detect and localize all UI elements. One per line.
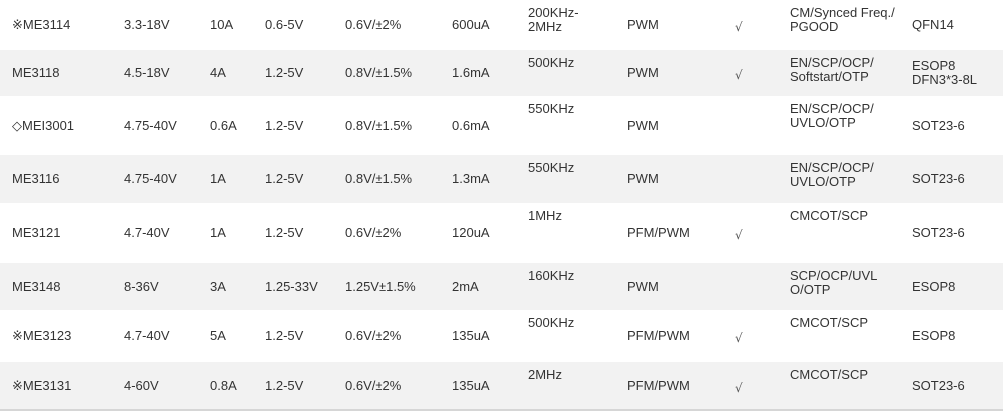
cell-vout: 1.2-5V: [265, 117, 304, 133]
cell-model: ◇MEI3001: [12, 117, 75, 133]
cell-iq: 0.6mA: [452, 117, 490, 133]
cell-model: ※ME3114: [12, 17, 71, 32]
cell-package: ESOP8 DFN3*3-8L: [900, 50, 1003, 96]
cell-iout: 3A: [198, 263, 253, 310]
cell-vout: 1.2-5V: [265, 225, 304, 240]
cell-vout: 1.25-33V: [253, 263, 333, 310]
cell-vin: 4.5-18V: [112, 50, 198, 96]
cell-mode: PWM: [615, 155, 723, 203]
cell-vref: 0.6V/±2%: [333, 362, 440, 410]
cell-vout: 1.2-5V: [253, 50, 333, 96]
cell-vref: 1.25V±1.5%: [333, 263, 440, 310]
cell-freq: 550KHz: [516, 155, 615, 203]
cell-iout: 10A: [210, 17, 234, 32]
cell-mode: PWM: [615, 50, 723, 96]
cell-vin: 3.3-18V: [124, 17, 170, 32]
cell-iq: 2mA: [440, 263, 516, 310]
cell-model: ME3121: [12, 225, 61, 240]
cell-protection: SCP/OCP/UVL O/OTP: [778, 263, 900, 310]
cell-vin: 4.7-40V: [124, 328, 170, 343]
cell-protection: CM/Synced Freq./ PGOOD: [790, 5, 895, 34]
cell-freq: 160KHz: [516, 263, 615, 310]
cell-model: ※ME3123: [12, 328, 72, 343]
cell-sync: [723, 96, 778, 155]
cell-freq: 2MHz: [516, 362, 615, 410]
cell-iout: 5A: [210, 328, 226, 343]
cell-iq: 135uA: [452, 328, 490, 343]
cell-vin: 4-60V: [112, 362, 198, 410]
cell-iq: 135uA: [440, 362, 516, 410]
cell-sync: √: [735, 331, 743, 345]
cell-model: ME3116: [0, 155, 112, 203]
cell-model: ME3148: [0, 263, 112, 310]
cell-vin: 4.75-40V: [112, 155, 198, 203]
cell-protection: CMCOT/SCP: [790, 208, 868, 223]
cell-sync: √: [723, 362, 778, 410]
cell-iout: 4A: [198, 50, 253, 96]
table-row: ME3121 4.7-40V 1A 1.2-5V 0.6V/±2% 120uA 1MHz PF…: [0, 203, 1003, 263]
cell-vref: 0.6V/±2%: [345, 328, 402, 343]
cell-package: SOT23-6: [900, 362, 1003, 410]
cell-iq: 1.3mA: [440, 155, 516, 203]
cell-mode: PWM: [627, 17, 659, 32]
cell-vin: 8-36V: [112, 263, 198, 310]
cell-package: SOT23-6: [912, 225, 965, 240]
cell-vref: 0.8V/±1.5%: [345, 117, 413, 133]
cell-vout: 1.2-5V: [265, 328, 304, 343]
cell-freq: 200KHz- 2MHz: [528, 5, 579, 34]
cell-sync: √: [735, 20, 743, 34]
cell-vref: 0.6V/±2%: [345, 17, 402, 32]
cell-freq: 550KHz: [528, 101, 575, 116]
cell-iout: 1A: [198, 155, 253, 203]
cell-vin: 4.75-40V: [124, 117, 177, 133]
cell-freq: 1MHz: [528, 208, 562, 223]
cell-mode: PFM/PWM: [615, 362, 723, 410]
cell-protection: EN/SCP/OCP/ Softstart/OTP: [778, 50, 900, 96]
cell-protection: EN/SCP/OCP/ UVLO/OTP: [778, 155, 900, 203]
cell-vout: 0.6-5V: [265, 17, 304, 32]
cell-iq: 1.6mA: [440, 50, 516, 96]
cell-model: ※ME3131: [0, 362, 112, 410]
cell-package: SOT23-6: [900, 155, 1003, 203]
cell-iq: 120uA: [452, 225, 490, 240]
cell-vout: 1.2-5V: [253, 155, 333, 203]
cell-package: SOT23-6: [912, 117, 965, 133]
cell-mode: PFM/PWM: [627, 225, 690, 240]
table-row: ※ME3114 3.3-18V 10A 0.6-5V 0.6V/±2% 600uA 200K…: [0, 0, 1003, 50]
cell-package: ESOP8: [912, 328, 956, 343]
cell-vref: 0.8V/±1.5%: [333, 50, 440, 96]
table-row: ME3118 4.5-18V 4A 1.2-5V 0.8V/±1.5% 1.6mA 500K…: [0, 50, 1003, 96]
cell-iout: 1A: [210, 225, 226, 240]
cell-vref: 0.8V/±1.5%: [333, 155, 440, 203]
cell-sync: [723, 263, 778, 310]
cell-iout: 0.6A: [210, 117, 237, 133]
table-row: ME3148 8-36V 3A 1.25-33V 1.25V±1.5% 2mA 160KHz…: [0, 263, 1003, 310]
cell-model: ME3118: [0, 50, 112, 96]
cell-vref: 0.6V/±2%: [345, 225, 402, 240]
cell-protection: CMCOT/SCP: [778, 362, 900, 410]
cell-freq: 500KHz: [528, 315, 575, 330]
cell-vout: 1.2-5V: [253, 362, 333, 410]
cell-package: QFN14: [912, 17, 954, 32]
cell-mode: PFM/PWM: [627, 328, 690, 343]
cell-sync: √: [723, 50, 778, 96]
cell-sync: [723, 155, 778, 203]
table-row: ※ME3131 4-60V 0.8A 1.2-5V 0.6V/±2% 135uA 2MHz P…: [0, 362, 1003, 410]
cell-protection: EN/SCP/OCP/ UVLO/OTP: [790, 101, 874, 130]
table-row: ME3116 4.75-40V 1A 1.2-5V 0.8V/±1.5% 1.3mA 550…: [0, 155, 1003, 203]
table-row: ◇MEI3001 4.75-40V 0.6A 1.2-5V 0.8V/±1.5% 0.6m…: [0, 96, 1003, 155]
cell-freq: 500KHz: [516, 50, 615, 96]
cell-iq: 600uA: [452, 17, 490, 32]
cell-mode: PWM: [615, 263, 723, 310]
cell-iout: 0.8A: [198, 362, 253, 410]
cell-package: ESOP8: [900, 263, 1003, 310]
cell-vin: 4.7-40V: [124, 225, 170, 240]
cell-sync: √: [735, 228, 743, 242]
cell-mode: PWM: [627, 117, 659, 133]
table-row: ※ME3123 4.7-40V 5A 1.2-5V 0.6V/±2% 135uA 500KH…: [0, 310, 1003, 362]
cell-protection: CMCOT/SCP: [790, 315, 868, 330]
